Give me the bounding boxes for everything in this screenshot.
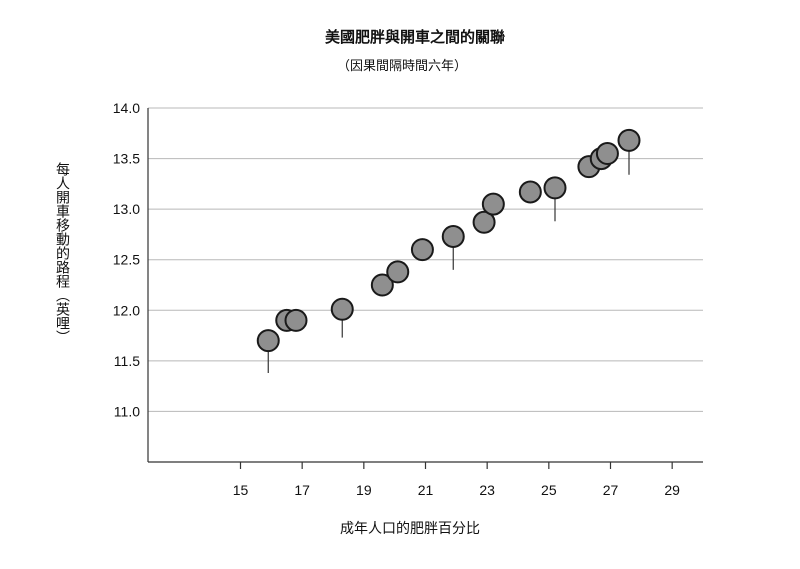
data-point bbox=[518, 180, 542, 204]
chart-subtitle: （因果間隔時間六年） bbox=[337, 59, 467, 74]
y-tick-label: 11.0 bbox=[114, 403, 140, 419]
x-tick-label: 29 bbox=[664, 482, 680, 498]
data-point bbox=[330, 297, 354, 321]
data-point bbox=[370, 273, 394, 297]
data-point bbox=[256, 329, 280, 353]
data-point bbox=[284, 308, 308, 332]
data-point bbox=[595, 142, 619, 166]
y-tick-label: 13.0 bbox=[113, 201, 140, 217]
y-tick-label: 12.0 bbox=[113, 302, 140, 318]
data-point bbox=[543, 176, 567, 200]
y-tick-label: 13.5 bbox=[113, 151, 140, 167]
y-axis-title: 每人開車移動的路程（英哩） bbox=[54, 162, 70, 344]
data-point bbox=[441, 224, 465, 248]
x-axis-title: 成年人口的肥胖百分比 bbox=[340, 521, 480, 537]
x-tick-label: 23 bbox=[479, 482, 495, 498]
data-point bbox=[410, 238, 434, 262]
x-tick-label: 21 bbox=[418, 482, 434, 498]
drop-lines bbox=[267, 140, 630, 373]
y-tick-label: 12.5 bbox=[113, 252, 140, 268]
x-tick-label: 15 bbox=[233, 482, 249, 498]
data-point bbox=[472, 210, 496, 234]
x-tick-label: 27 bbox=[603, 482, 619, 498]
data-point bbox=[481, 192, 505, 216]
data-points bbox=[256, 128, 641, 353]
y-tick-label: 14.0 bbox=[113, 100, 140, 116]
x-tick-label: 19 bbox=[356, 482, 372, 498]
x-tick-label: 25 bbox=[541, 482, 557, 498]
axes bbox=[147, 108, 703, 469]
y-tick-label: 11.5 bbox=[114, 353, 140, 369]
grid-lines bbox=[148, 107, 703, 412]
tick-labels: 11.0 11.5 12.0 12.5 13.0 13.5 14.0 15 17 19 21 23 25… bbox=[113, 100, 680, 498]
x-tick-label: 17 bbox=[294, 482, 310, 498]
chart-title: 美國肥胖與開車之間的關聯 bbox=[325, 28, 505, 46]
data-point bbox=[386, 260, 410, 284]
data-point bbox=[617, 128, 641, 152]
